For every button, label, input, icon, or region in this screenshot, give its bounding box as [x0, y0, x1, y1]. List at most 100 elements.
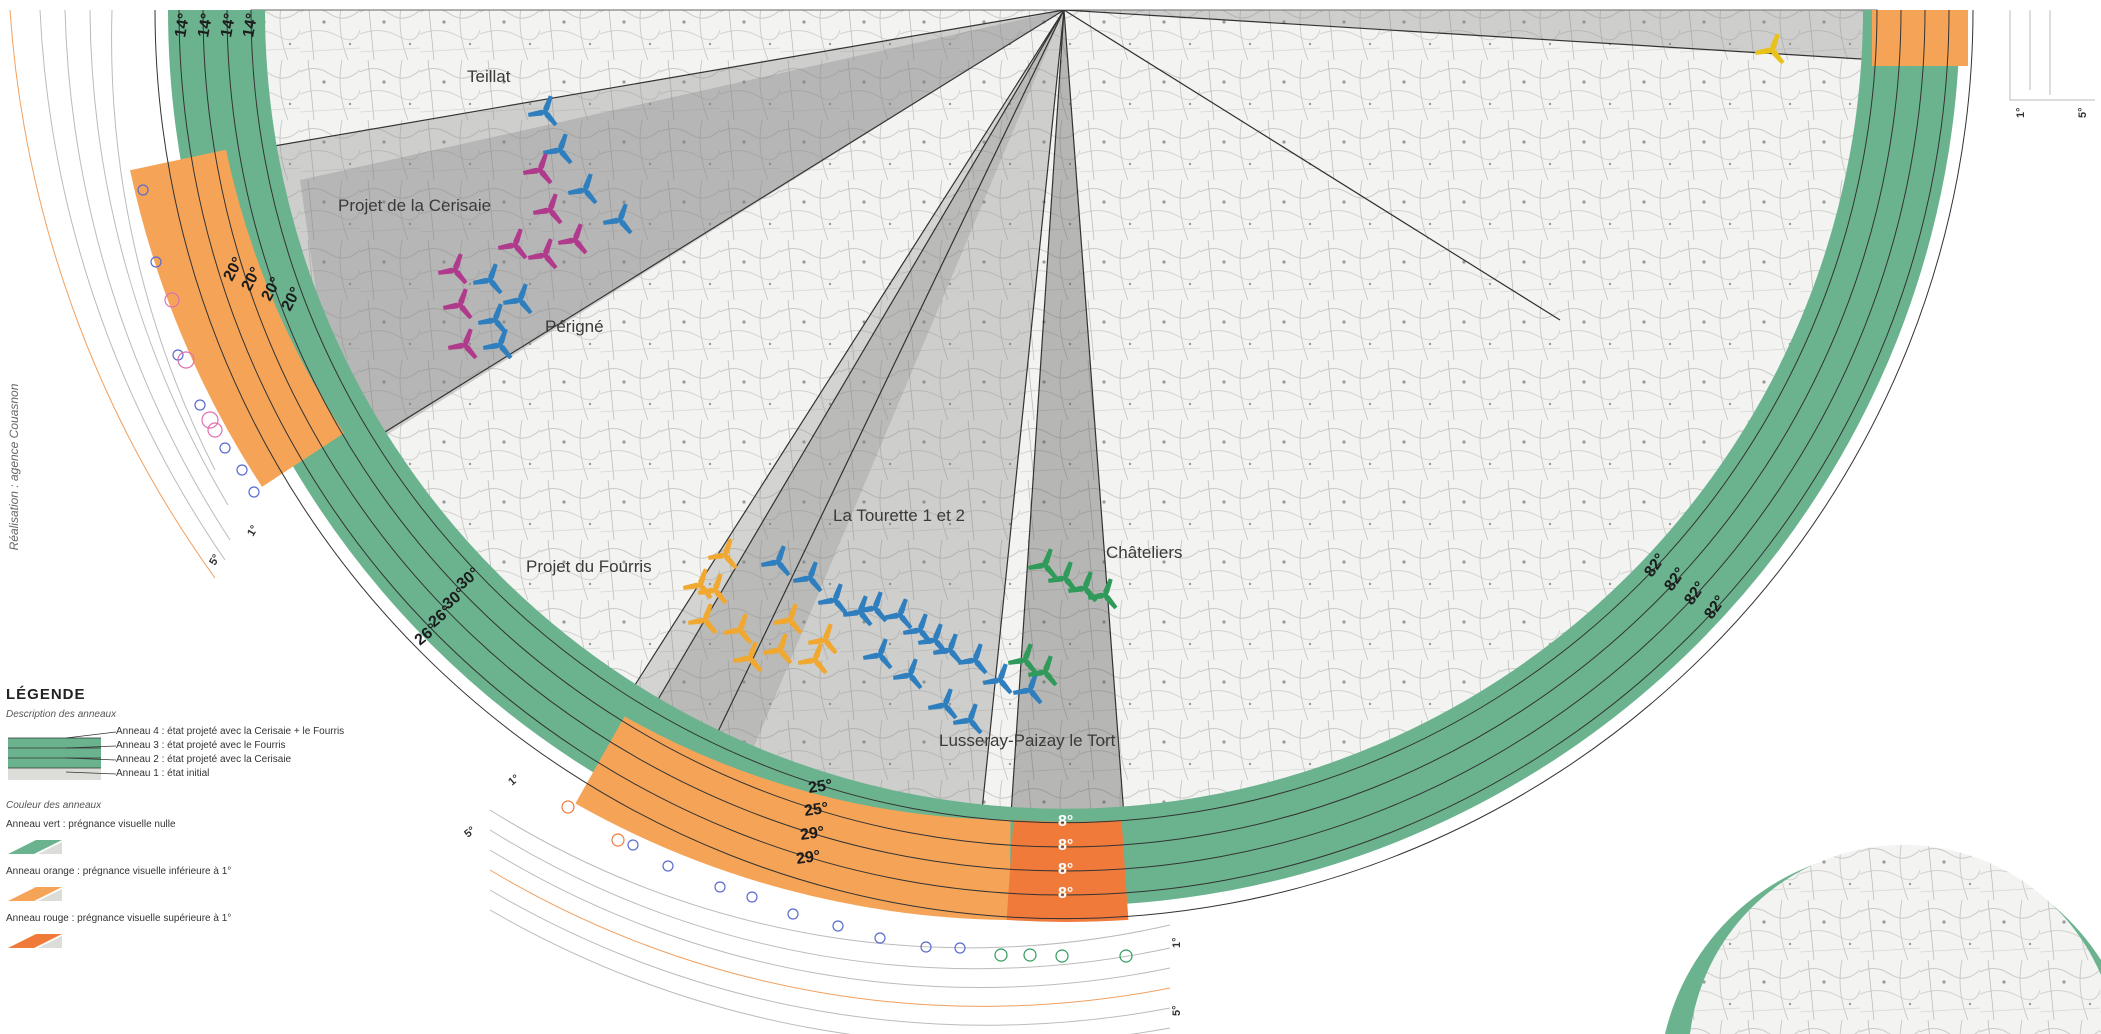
legend-orange-label: Anneau orange : prégnance visuelle infér…: [6, 866, 232, 877]
ring-label-bottom-red-3: 8°: [1058, 837, 1073, 854]
legend-colors-heading: Couleur des anneaux: [6, 800, 102, 811]
wind-turbine-icon: [682, 568, 713, 600]
tick-bottom-right-one: 1°: [1171, 937, 1183, 948]
left-angle-arcs: [9, 9, 231, 579]
wind-turbine-icon: [532, 193, 563, 225]
wind-turbine-icon: [447, 328, 478, 360]
place-lusseray: Lusseray-Paizay le Tort: [939, 731, 1116, 750]
ring-label-top-left-4: 14°: [172, 12, 193, 39]
ring-label-top-left-1: 14°: [240, 12, 261, 39]
legend-title: LÉGENDE: [6, 686, 86, 703]
wind-turbine-icon: [1027, 548, 1058, 580]
tick-left-five: 5°: [207, 552, 223, 567]
credit-caption: Réalisation : agence Couasnon: [4, 300, 22, 640]
ring-label-bottom-orange-4: 25°: [807, 777, 833, 797]
wind-turbine-icon: [760, 545, 791, 577]
wind-turbine-icon: [527, 238, 558, 270]
legend-ring1: Anneau 1 : état initial: [116, 768, 210, 779]
wind-turbine-icon: [567, 173, 598, 205]
wind-turbine-icon: [527, 95, 558, 127]
tick-right-one: 1°: [2015, 107, 2027, 118]
wind-turbine-icon: [982, 663, 1013, 695]
wind-turbine-icon: [502, 283, 533, 315]
tick-bottom-one: 1°: [506, 772, 522, 788]
wind-turbine-icon: [797, 643, 828, 675]
tick-left-one: 1°: [245, 523, 261, 538]
wind-turbine-icon: [772, 603, 803, 635]
legend-red-label: Anneau rouge : prégnance visuelle supéri…: [6, 913, 232, 924]
wind-turbine-icon: [817, 583, 848, 615]
wind-turbine-icon: [497, 228, 528, 260]
ring-label-bottom-orange-2: 29°: [799, 824, 825, 844]
legend-ring4: Anneau 4 : état projeté avec la Cerisaie…: [116, 726, 345, 737]
place-labels: Teillat Projet de la Cerisaie Périgné La…: [338, 67, 1183, 750]
sector-chateliers: [1010, 10, 1125, 823]
wind-turbine-icon: [437, 253, 468, 285]
place-perigne: Périgné: [545, 317, 604, 336]
wind-turbine-icon: [1754, 33, 1785, 65]
wind-turbine-icon: [1007, 643, 1038, 675]
sector-tourette: [640, 10, 1064, 823]
ring-label-bottom-orange-1: 29°: [795, 848, 821, 868]
wind-turbine-icon: [952, 703, 983, 735]
wind-turbine-icon: [892, 658, 923, 690]
place-chateliers: Châteliers: [1106, 543, 1183, 562]
wind-turbine-icon: [602, 203, 633, 235]
wind-turbine-icon: [687, 603, 718, 635]
wind-turbine-icon: [472, 263, 503, 295]
legend-orange-swatch: [8, 887, 62, 901]
wind-turbine-icon: [957, 643, 988, 675]
legend-ring-swatch: [8, 731, 116, 780]
place-cerisaie: Projet de la Cerisaie: [338, 196, 491, 215]
ring-label-top-left-3: 14°: [195, 12, 216, 39]
wind-turbine-icon: [1012, 673, 1043, 705]
legend-ring2: Anneau 2 : état projeté avec la Cerisaie: [116, 754, 292, 765]
ring-label-bottom-red-1: 8°: [1058, 885, 1073, 902]
wind-turbine-icon: [1027, 655, 1058, 687]
wind-turbine-icon: [862, 638, 893, 670]
legend-orange-row: [6, 881, 486, 905]
sector-teillat: [251, 10, 1064, 520]
legend-red-swatch: [8, 934, 62, 948]
wind-turbine-icon: [557, 223, 588, 255]
inset-map: [1665, 844, 2101, 1034]
ring-label-bottom-red-2: 8°: [1058, 861, 1073, 878]
ring-label-bottom-red-4: 8°: [1058, 813, 1073, 830]
wind-turbine-icon: [707, 538, 738, 570]
legend-green-swatch: [8, 840, 62, 854]
legend-green-row: [6, 834, 486, 858]
wind-turbine-icon: [807, 623, 838, 655]
wind-turbine-icon: [542, 133, 573, 165]
bottom-angle-arcs: [489, 809, 1171, 1034]
tick-right-five: 5°: [2077, 107, 2089, 118]
right-angle-arcs: [2009, 10, 2095, 101]
wind-turbine-icon: [522, 153, 553, 185]
left-viewpoint-markers: [137, 184, 260, 498]
wind-turbine-icon: [442, 288, 473, 320]
legend-green-label: Anneau vert : prégnance visuelle nulle: [6, 819, 176, 830]
wind-turbine-icon: [722, 613, 753, 645]
wind-turbine-icon: [762, 633, 793, 665]
bottom-viewpoint-markers: [561, 800, 1133, 963]
wind-turbines: [437, 33, 1785, 735]
legend-rings-heading: Description des anneaux: [6, 709, 117, 720]
wind-turbine-icon: [792, 561, 823, 593]
tick-bottom-right-five: 5°: [1171, 1005, 1183, 1016]
credit-text: Réalisation : agence Couasnon: [7, 383, 21, 551]
wind-turbine-icon: [1067, 571, 1098, 603]
legend: LÉGENDE Description des anneaux Anneau 4…: [6, 686, 486, 1031]
ring-label-bottom-orange-3: 25°: [803, 800, 829, 820]
legend-red-row: [6, 928, 486, 952]
wind-turbine-icon: [732, 641, 763, 673]
place-tourette: La Tourette 1 et 2: [833, 506, 965, 525]
map-disc: [250, 9, 1878, 824]
legend-ring3: Anneau 3 : état projeté avec le Fourris: [116, 740, 286, 751]
saturation-rings: [130, 9, 1974, 922]
wind-turbine-icon: [1087, 578, 1118, 610]
place-fourris: Projet du Fourris: [526, 557, 652, 576]
wind-turbine-icon: [927, 688, 958, 720]
place-teillat: Teillat: [467, 67, 511, 86]
ring-label-top-left-2: 14°: [218, 12, 239, 39]
wind-turbine-icon: [882, 598, 913, 630]
